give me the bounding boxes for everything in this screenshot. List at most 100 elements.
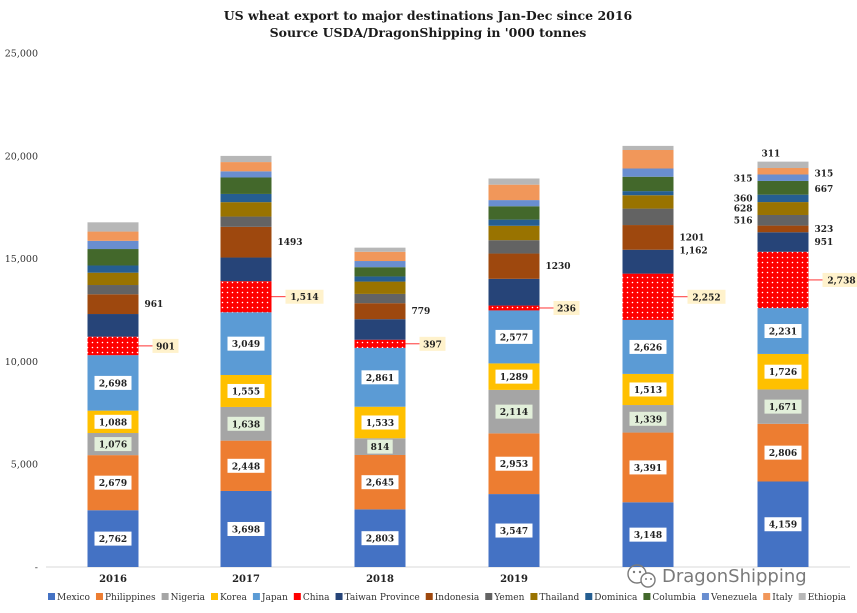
data-label: 360: [734, 194, 753, 204]
data-label-box: [227, 336, 265, 351]
bar-dominica: [488, 219, 540, 226]
bar-yemen: [220, 216, 272, 227]
data-label: 1,514: [290, 293, 318, 303]
bar-china: [220, 281, 272, 313]
data-label-box: [94, 475, 132, 490]
y-tick-label: 25,000: [5, 49, 38, 60]
legend-swatch: [335, 593, 343, 600]
data-label-box: [94, 531, 132, 546]
data-label-box: [764, 324, 802, 339]
bar-dominica: [622, 191, 674, 196]
y-tick-label: 20,000: [5, 151, 38, 162]
legend-swatch: [798, 593, 806, 600]
bar-dominica: [757, 194, 809, 203]
bar-ethiopia: [354, 247, 406, 252]
bar-italy: [757, 168, 809, 175]
x-tick-label: 2016: [99, 574, 127, 585]
legend-swatch: [763, 593, 771, 600]
legend-label: Korea: [220, 593, 248, 603]
bar-indonesia: [87, 294, 139, 315]
legend-swatch: [425, 593, 433, 600]
data-label: 397: [423, 340, 442, 350]
bar-ethiopia: [87, 222, 139, 232]
bar-yemen: [488, 240, 540, 254]
x-tick-label: 2017: [232, 574, 260, 585]
legend-label: Japan: [261, 593, 288, 603]
bar-columbia: [622, 176, 674, 192]
legend-swatch: [585, 593, 593, 600]
data-label: 1,726: [769, 368, 797, 378]
legend-label: Venezuela: [710, 593, 758, 603]
bar-china: [87, 336, 139, 356]
data-label: 1,162: [680, 247, 708, 257]
data-label-box: [94, 414, 132, 429]
data-label-box: [361, 531, 399, 546]
bar-indonesia: [354, 303, 406, 320]
legend-swatch: [530, 593, 538, 600]
bar-venezuela: [622, 168, 674, 177]
bar-taiwan-province: [757, 232, 809, 252]
data-label: 1,076: [99, 441, 127, 451]
data-label-box: [553, 300, 580, 315]
bar-ethiopia: [622, 145, 674, 151]
data-label: 1230: [546, 262, 571, 272]
data-label-box: [495, 404, 533, 419]
data-label-box: [495, 456, 533, 471]
bar-indonesia: [488, 253, 540, 279]
wechat-logo-icon: [627, 564, 656, 588]
data-label-box: [495, 523, 533, 538]
data-label-box: [227, 383, 265, 398]
bar-columbia: [488, 206, 540, 220]
bar-dominica: [354, 276, 406, 282]
data-label-box: [227, 521, 265, 536]
data-label: 1,513: [634, 386, 662, 396]
bar-taiwan-province: [354, 319, 406, 340]
data-label-box: [94, 437, 132, 452]
bar-venezuela: [488, 200, 540, 207]
legend-label: Dominica: [594, 593, 638, 603]
data-label: 951: [815, 238, 834, 248]
data-label: 1,289: [500, 373, 528, 383]
bar-columbia: [220, 177, 272, 194]
data-label-box: [361, 370, 399, 385]
bar-thailand: [757, 202, 809, 215]
data-label: 2,577: [500, 333, 528, 343]
bar-yemen: [87, 285, 139, 295]
data-label: 814: [371, 443, 390, 453]
data-label: 961: [145, 300, 164, 310]
data-label: 3,547: [500, 527, 528, 537]
bar-dominica: [220, 193, 272, 203]
legend: Mexico Philippines Nigeria Korea Japan China T…: [48, 593, 847, 603]
legend-swatch: [701, 593, 709, 600]
bar-yemen: [354, 293, 406, 304]
bar-china: [488, 305, 540, 311]
data-label-box: [227, 458, 265, 473]
legend-swatch: [643, 593, 651, 600]
bar-thailand: [354, 281, 406, 294]
data-label-box: [822, 272, 857, 287]
bar-italy: [87, 231, 139, 241]
data-label: 1,088: [99, 418, 127, 428]
bar-indonesia: [220, 226, 272, 258]
data-labels: 2,762 2,679 1,076 1,088 2,698 901 961 3,698 2,44…: [94, 150, 857, 546]
bar-china: [622, 273, 674, 320]
legend-label: Yemen: [493, 593, 524, 603]
data-label: 2,114: [500, 408, 528, 418]
data-label: 2,698: [99, 379, 127, 389]
data-label-box: [764, 364, 802, 379]
data-label-box: [227, 416, 265, 431]
bar-thailand: [488, 225, 540, 241]
bar-columbia: [757, 180, 809, 195]
legend-label: Ethiopia: [808, 593, 847, 603]
data-label: 2,861: [366, 374, 394, 384]
data-label: 1,671: [769, 403, 797, 413]
data-label: 1201: [680, 233, 705, 243]
legend-label: Thailand: [539, 593, 579, 603]
data-label-box: [152, 338, 179, 353]
data-label: 2,626: [634, 343, 662, 353]
data-label: 315: [734, 174, 753, 184]
legend-swatch: [48, 593, 55, 600]
y-axis: - 5,000 10,000 15,000 20,000 25,000: [5, 49, 850, 574]
watermark-text: DragonShipping: [662, 566, 807, 587]
data-label-box: [629, 411, 667, 426]
